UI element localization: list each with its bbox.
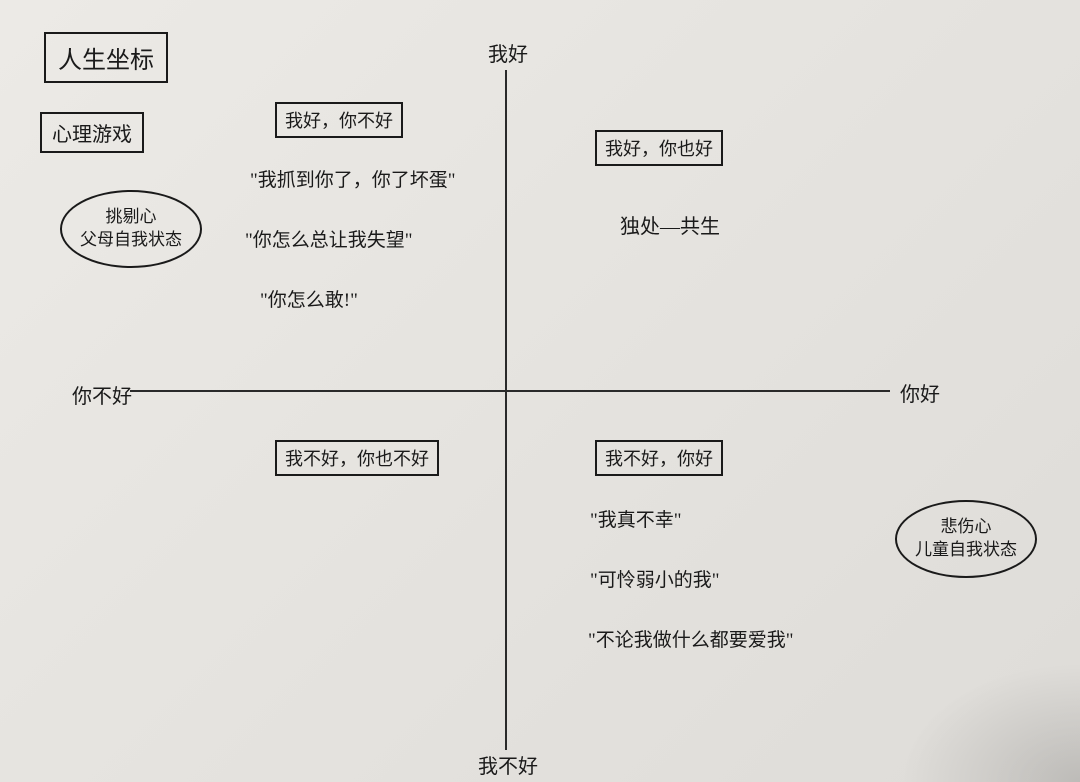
corner-shadow <box>900 662 1080 782</box>
axis-label-top: 我好 <box>488 38 528 67</box>
q2-line-1: "你怎么总让我失望" <box>245 225 413 252</box>
axis-label-right: 你好 <box>900 378 940 407</box>
right-annotation-line2: 儿童自我状态 <box>915 540 1017 559</box>
vertical-axis <box>505 70 507 750</box>
horizontal-axis <box>130 390 890 392</box>
q4-line-2: "不论我做什么都要爱我" <box>588 625 794 652</box>
axis-label-bottom: 我不好 <box>478 750 538 779</box>
q4-line-0: "我真不幸" <box>590 505 682 532</box>
subtitle-box: 心理游戏 <box>40 112 144 153</box>
q2-header-box: 我好，你不好 <box>275 102 403 138</box>
axis-label-left: 你不好 <box>72 380 132 409</box>
left-annotation-circle: 挑剔心 父母自我状态 <box>60 190 202 268</box>
q3-header-box: 我不好，你也不好 <box>275 440 439 476</box>
q1-header-box: 我好，你也好 <box>595 130 723 166</box>
q4-line-1: "可怜弱小的我" <box>590 565 720 592</box>
right-annotation-line1: 悲伤心 <box>941 517 992 536</box>
left-annotation-line1: 挑剔心 <box>106 207 157 226</box>
q2-line-0: "我抓到你了，你了坏蛋" <box>250 165 456 192</box>
left-annotation-line2: 父母自我状态 <box>80 230 182 249</box>
q2-line-2: "你怎么敢!" <box>260 285 358 312</box>
main-title-box: 人生坐标 <box>44 32 168 83</box>
q4-header-box: 我不好，你好 <box>595 440 723 476</box>
right-annotation-circle: 悲伤心 儿童自我状态 <box>895 500 1037 578</box>
q1-line-0: 独处—共生 <box>620 210 720 239</box>
